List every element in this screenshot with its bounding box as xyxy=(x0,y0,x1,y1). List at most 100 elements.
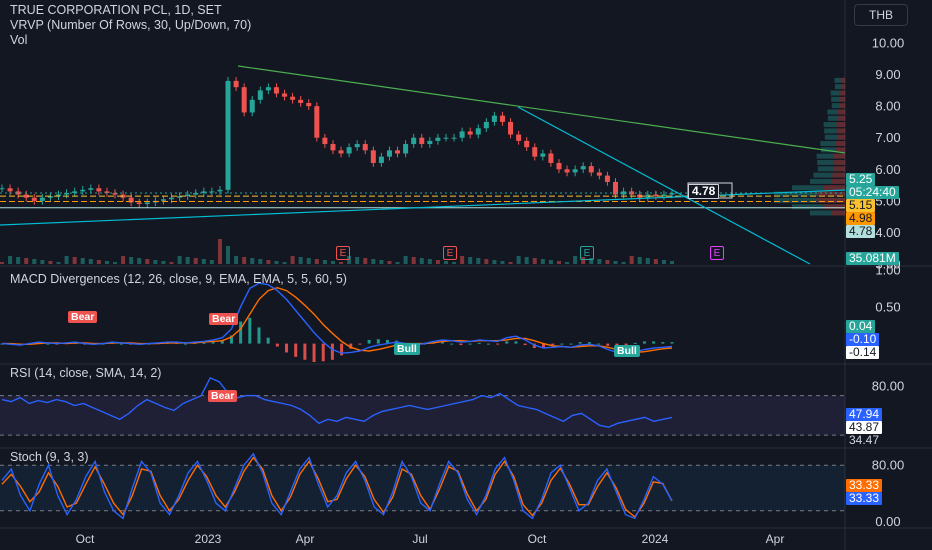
volume-profile-bar xyxy=(831,210,845,216)
volume-bar xyxy=(169,262,174,264)
time-axis-tick: Jul xyxy=(412,532,427,546)
volume-profile-bar xyxy=(836,122,845,128)
volume-profile-bar xyxy=(831,96,840,102)
macd-histogram-bar xyxy=(542,343,546,349)
candle-body xyxy=(362,144,368,151)
volume-profile-bar xyxy=(831,103,840,109)
stoch-d-line xyxy=(1,456,673,518)
volume-profile-bar xyxy=(833,153,845,159)
macd-signal-tag: -0.14 xyxy=(846,346,880,359)
volume-bar xyxy=(217,239,222,264)
macd-histogram-bar xyxy=(514,341,518,344)
macd-axis-tick: 0.50 xyxy=(875,299,900,314)
rsi-axis-tick: 80.00 xyxy=(872,378,905,393)
time-axis-tick: Oct xyxy=(76,532,95,546)
volume-bar xyxy=(347,256,352,264)
volume-profile-bar xyxy=(827,109,838,115)
volume-bar xyxy=(226,246,231,264)
earnings-marker[interactable]: E xyxy=(710,246,724,260)
volume-profile-bar xyxy=(817,159,834,165)
candle-body xyxy=(588,166,594,173)
candle-body xyxy=(177,196,183,198)
price-axis-tick: 9.00 xyxy=(875,67,900,82)
volume-bar xyxy=(589,258,594,264)
volume-bar xyxy=(137,258,142,264)
volume-profile-bar xyxy=(830,90,840,96)
candle-body xyxy=(427,140,433,145)
macd-histogram-bar xyxy=(184,343,188,345)
macd-bull-label: Bull xyxy=(614,345,640,357)
macd-histogram-bar xyxy=(661,342,665,344)
price-axis-tick: 4.00 xyxy=(875,225,900,240)
time-axis-tick: Apr xyxy=(296,532,315,546)
candle-body xyxy=(15,191,21,195)
candle-body xyxy=(669,192,675,195)
macd-histogram-bar xyxy=(248,317,252,344)
macd-histogram-bar xyxy=(119,343,123,345)
volume-bar xyxy=(16,257,21,264)
candle-body xyxy=(265,87,271,91)
volume-profile-bar xyxy=(835,84,841,90)
volume-bar xyxy=(32,259,37,264)
volume-bar xyxy=(306,258,311,264)
volume-bar xyxy=(532,258,537,264)
currency-button[interactable]: THB xyxy=(854,4,908,26)
volume-bar xyxy=(64,256,69,264)
earnings-marker[interactable]: E xyxy=(443,246,457,260)
volume-bar xyxy=(395,262,400,264)
volume-bar xyxy=(621,262,626,264)
price-axis-tick: 10.00 xyxy=(872,36,905,51)
candle-body xyxy=(645,194,651,198)
macd-histogram-bar xyxy=(349,343,353,349)
rsi-line xyxy=(1,376,673,428)
volume-bar xyxy=(629,256,634,264)
volume-profile-bar xyxy=(817,166,835,172)
macd-histogram-bar xyxy=(642,341,646,344)
candle-body xyxy=(0,188,5,190)
candle-body xyxy=(508,121,514,135)
volume-bar xyxy=(500,261,505,264)
candle-body xyxy=(516,134,522,141)
volume-bar xyxy=(234,256,239,264)
candle-body xyxy=(411,137,417,145)
volume-bar xyxy=(670,261,674,264)
candle-body xyxy=(467,131,473,135)
countdown-tag: 05:24:40 xyxy=(846,186,899,199)
macd-histogram-bar xyxy=(303,343,307,360)
earnings-marker[interactable]: E xyxy=(580,246,594,260)
volume-bar xyxy=(201,259,206,264)
volume-bar xyxy=(516,256,521,264)
macd-histogram-bar xyxy=(46,343,50,345)
volume-profile-bar xyxy=(828,115,839,121)
volume-bar xyxy=(460,256,465,264)
legend-vol: Vol xyxy=(10,33,28,47)
earnings-marker[interactable]: E xyxy=(336,246,350,260)
macd-histogram-bar xyxy=(385,339,389,344)
volume-tag: 35.081M xyxy=(846,252,899,265)
volume-bar xyxy=(129,257,134,264)
candle-body xyxy=(612,181,618,195)
volume-bar xyxy=(193,258,198,264)
volume-bar xyxy=(645,258,650,264)
volume-bar xyxy=(379,260,384,264)
macd-histogram-bar xyxy=(496,343,500,345)
volume-profile-bar xyxy=(839,103,845,109)
volume-bar xyxy=(653,259,658,264)
candle-body xyxy=(209,191,215,193)
candle-body xyxy=(104,191,110,193)
volume-bar xyxy=(88,259,93,264)
candle-body xyxy=(459,131,465,138)
candle-body xyxy=(185,194,191,197)
volume-bar xyxy=(96,260,101,264)
candle-body xyxy=(346,147,352,154)
volume-bar xyxy=(435,260,440,264)
price-axis-tick: 6.00 xyxy=(875,162,900,177)
volume-profile-bar xyxy=(813,172,833,178)
candle-body xyxy=(193,192,199,195)
candle-body xyxy=(604,175,610,182)
candle-body xyxy=(290,96,296,100)
volume-profile-bar xyxy=(821,147,836,153)
macd-histogram-bar xyxy=(551,343,555,346)
legend-macd: MACD Divergences (12, 26, close, 9, EMA,… xyxy=(10,272,347,286)
